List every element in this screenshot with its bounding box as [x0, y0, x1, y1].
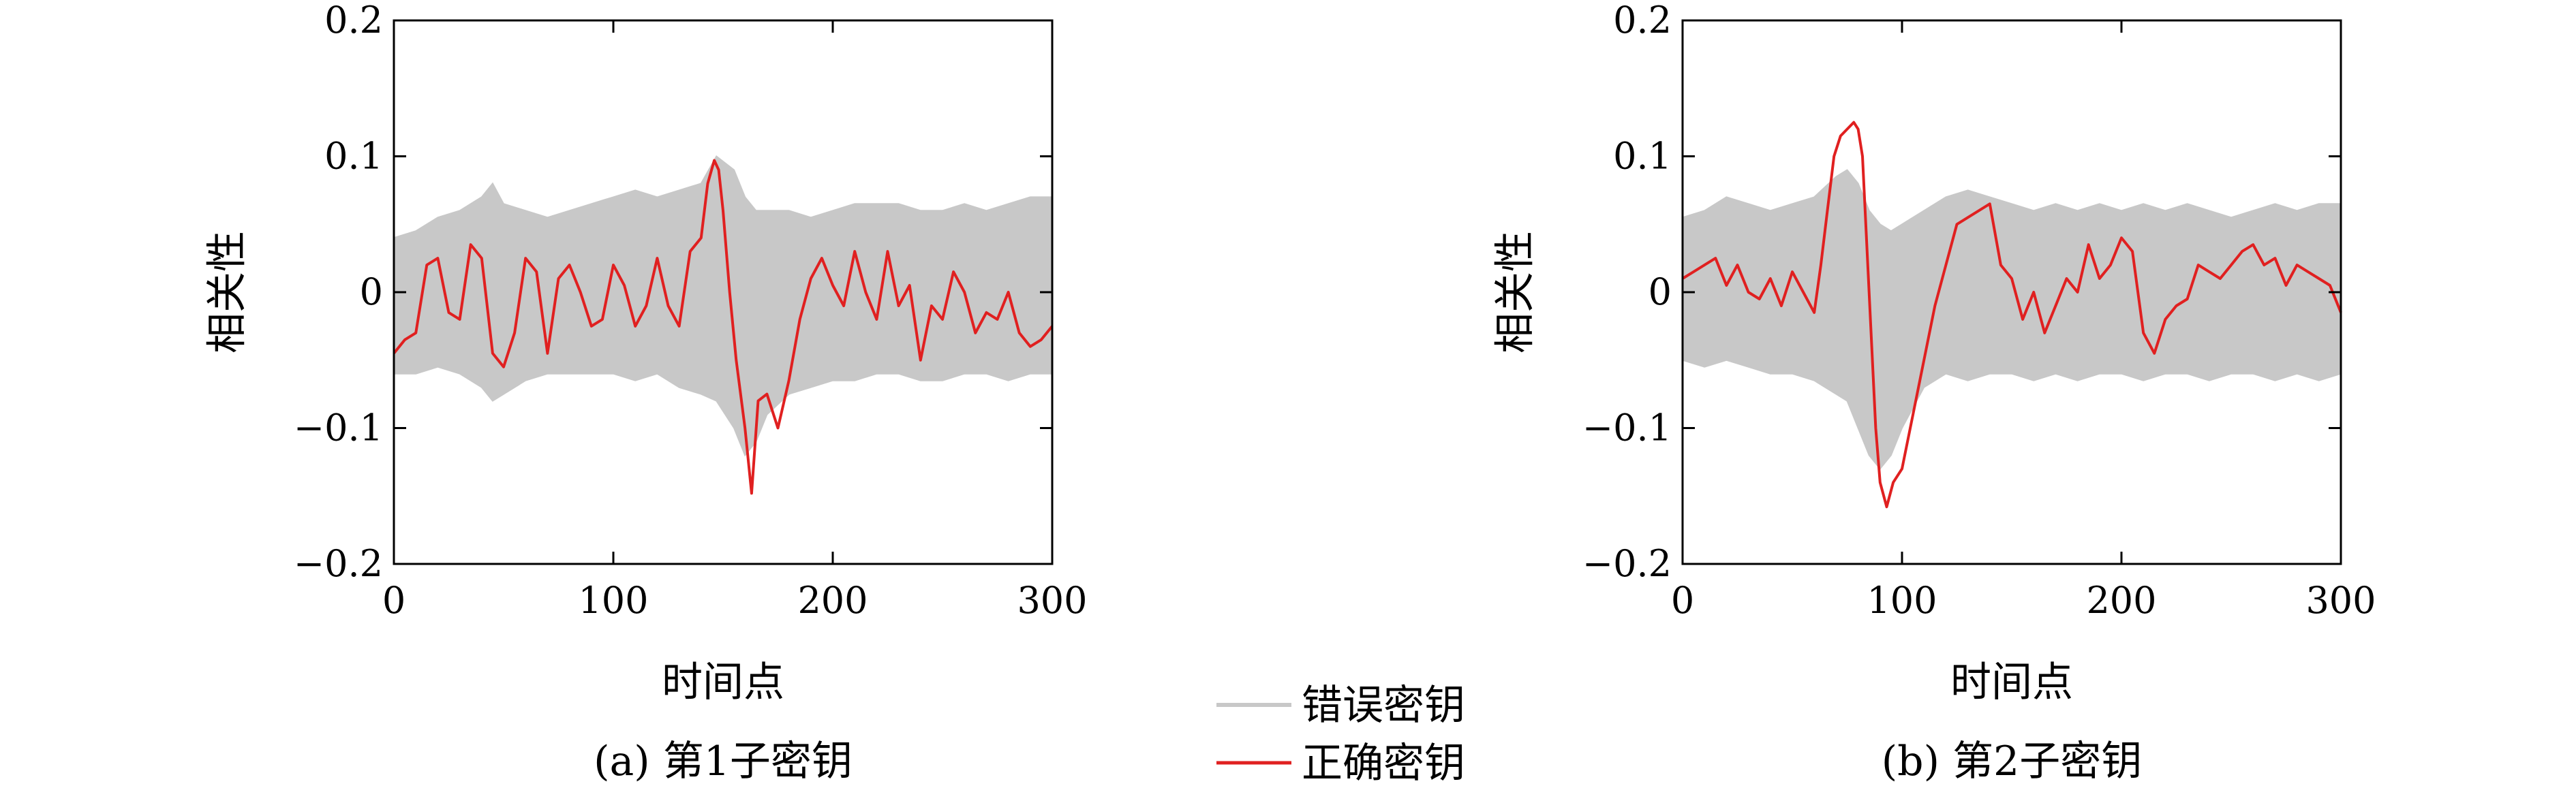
x-tick-label: 0 — [1671, 579, 1694, 622]
y-tick-label: 0 — [360, 270, 383, 313]
legend-label-wrong-key: 错误密钥 — [1302, 682, 1465, 729]
correct-key-line-b — [1681, 121, 2342, 509]
panel-a: 0 100 200 300 −0.2 −0.1 0 0.1 0.2 相关性 时间点 (a) 第1… — [204, 0, 1088, 785]
y-tick-label: 0.1 — [1613, 135, 1672, 178]
y-tick-label: 0.2 — [324, 0, 383, 42]
wrong-key-band-b — [1682, 169, 2342, 470]
x-tick-label: 200 — [797, 579, 868, 622]
y-tick-label: −0.1 — [294, 407, 383, 450]
caption-a: (a) 第1子密钥 — [594, 738, 853, 785]
correct-key-line-a — [393, 159, 1054, 495]
xlabel-b: 时间点 — [1950, 659, 2073, 706]
y-tick-label: −0.2 — [1582, 542, 1672, 585]
x-tick-label: 0 — [382, 579, 405, 622]
ylabel-b: 相关性 — [1492, 231, 1539, 353]
plot-area-b — [1681, 121, 2342, 509]
ticks-b: 0 100 200 300 −0.2 −0.1 0 0.1 0.2 — [1582, 0, 2376, 622]
panel-b: 0 100 200 300 −0.2 −0.1 0 0.1 0.2 相关性 时间点 (b) 第2… — [1492, 0, 2376, 785]
x-tick-label: 100 — [1867, 579, 1937, 622]
caption-b: (b) 第2子密钥 — [1882, 738, 2142, 785]
y-tick-label: 0.2 — [1613, 0, 1672, 42]
x-tick-label: 200 — [2086, 579, 2156, 622]
x-tick-label: 300 — [2305, 579, 2376, 622]
xlabel-a: 时间点 — [662, 659, 784, 706]
ylabel-a: 相关性 — [204, 231, 251, 353]
y-tick-label: 0 — [1649, 270, 1672, 313]
y-tick-label: −0.1 — [1582, 407, 1672, 450]
legend-label-correct-key: 正确密钥 — [1302, 740, 1465, 787]
y-tick-label: 0.1 — [324, 135, 383, 178]
legend: 错误密钥 正确密钥 — [1216, 682, 1465, 787]
x-tick-label: 300 — [1017, 579, 1087, 622]
plot-area-a — [393, 155, 1054, 495]
y-tick-label: −0.2 — [294, 542, 383, 585]
x-tick-label: 100 — [578, 579, 648, 622]
ticks-a: 0 100 200 300 −0.2 −0.1 0 0.1 0.2 — [294, 0, 1088, 622]
